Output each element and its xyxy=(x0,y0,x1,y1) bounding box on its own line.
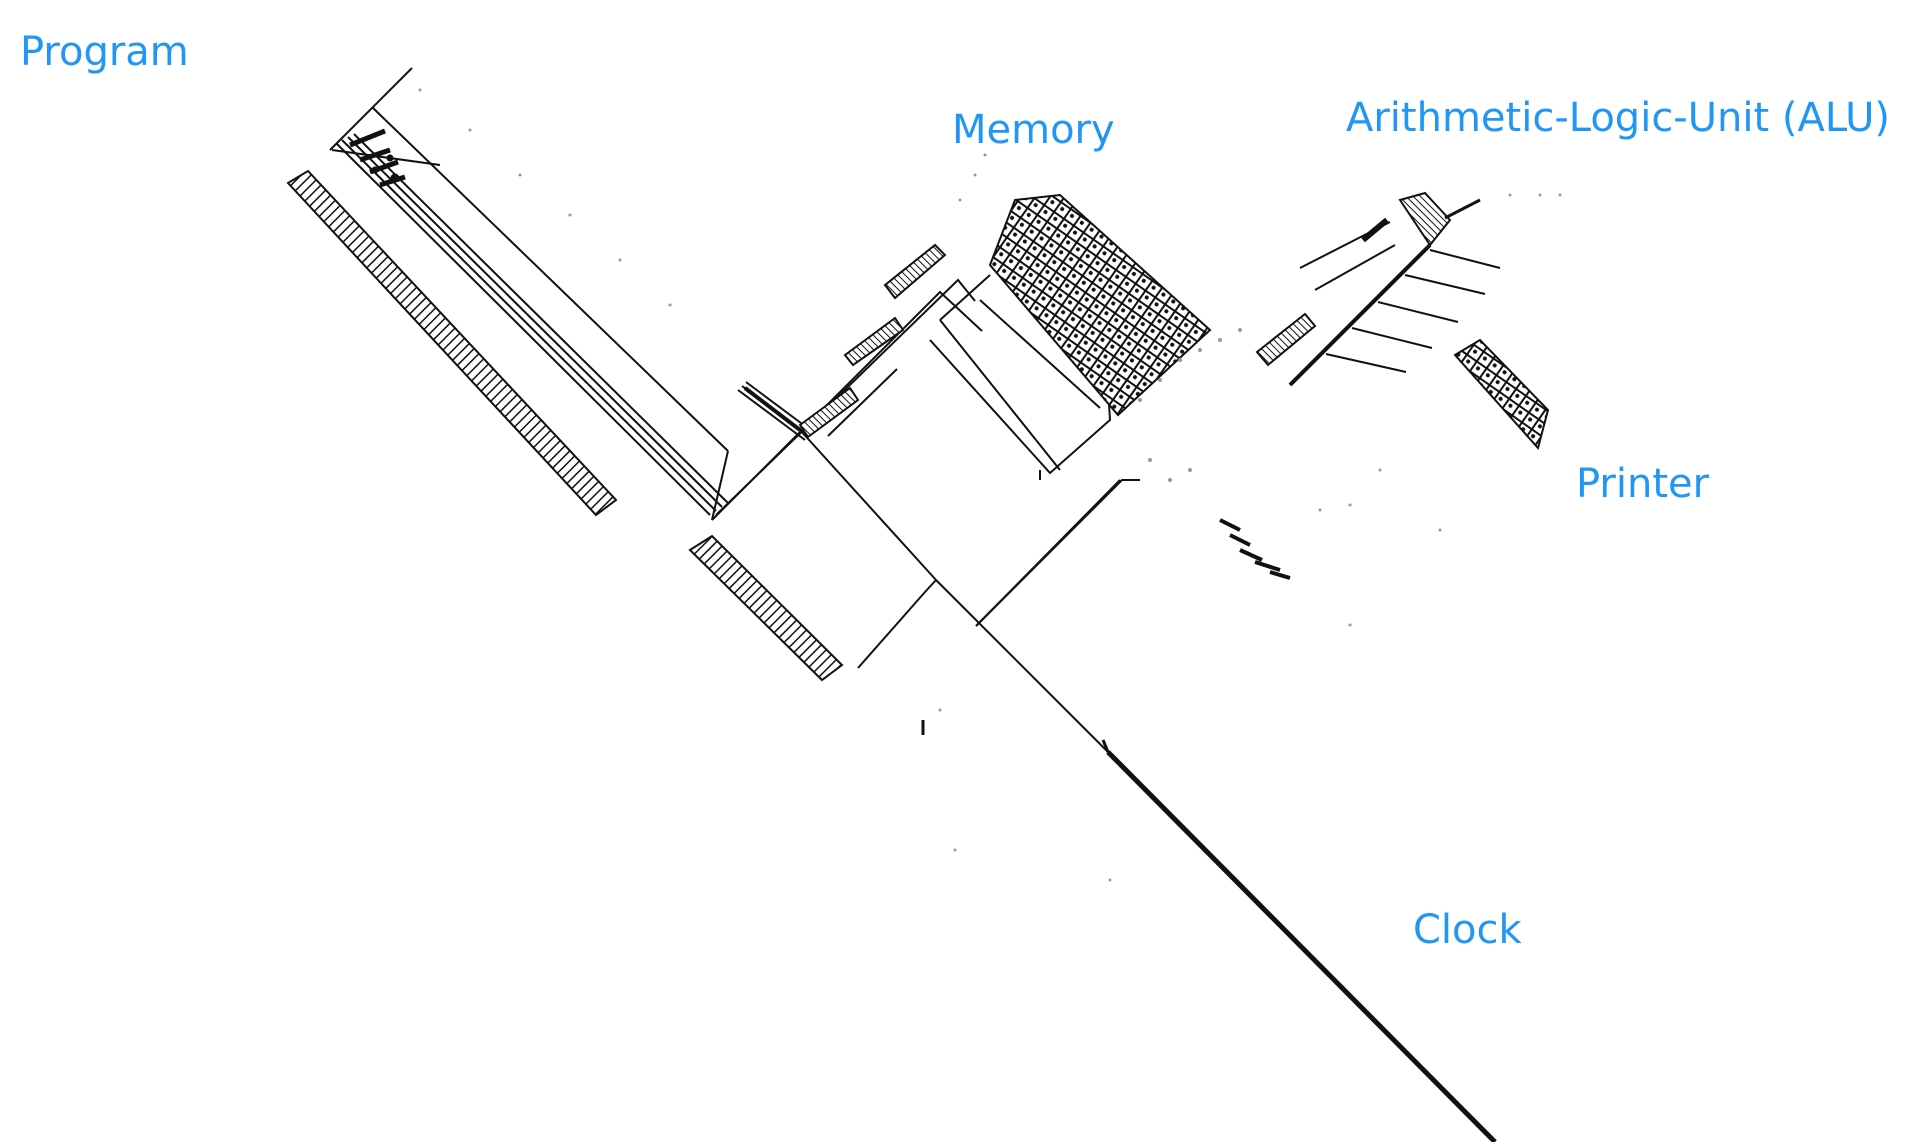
clock-connector xyxy=(1219,518,1291,580)
alu-module xyxy=(1255,191,1501,387)
accumulator-bank xyxy=(688,534,844,682)
trace-dots xyxy=(418,88,1562,882)
clock-label: Clock xyxy=(1413,907,1522,953)
alu-register xyxy=(1255,312,1317,367)
memory-register-1 xyxy=(883,243,947,300)
program-label: Program xyxy=(20,29,189,75)
memory-module xyxy=(798,193,1212,471)
alu-label: Arithmetic-Logic-Unit (ALU) xyxy=(1346,95,1891,141)
printer-module xyxy=(1453,338,1550,451)
printer-label: Printer xyxy=(1576,461,1710,507)
memory-label: Memory xyxy=(952,107,1115,153)
program-module xyxy=(286,67,729,521)
program-decoder xyxy=(349,128,406,188)
alu-output-lines xyxy=(1325,249,1501,373)
alu-core xyxy=(1398,191,1452,247)
memory-register-3 xyxy=(798,386,860,439)
program-instruction-bank xyxy=(286,169,618,517)
memory-register-2 xyxy=(843,316,905,367)
memory-grid xyxy=(988,193,1212,417)
